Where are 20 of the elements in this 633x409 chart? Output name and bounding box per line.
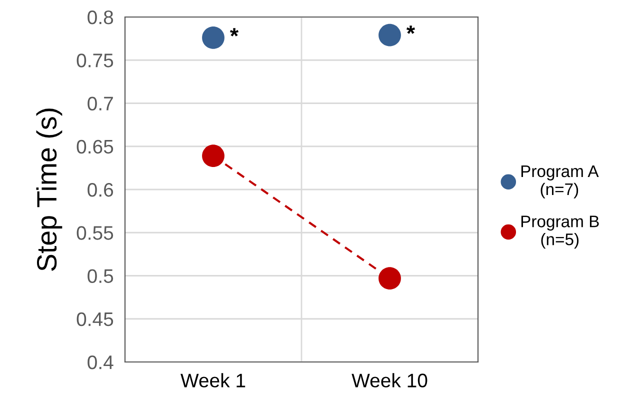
y-tick-label: 0.7 <box>88 96 113 110</box>
point <box>378 267 401 290</box>
y-tick-label: 0.65 <box>76 140 114 154</box>
y-tick-label: 0.4 <box>88 355 114 370</box>
y-tick-label: 0.55 <box>76 226 114 240</box>
legend-label: Program B (n=5) <box>521 216 599 249</box>
x-tick-label: Week 10 <box>352 373 428 388</box>
y-axis-title: Step Time (s) <box>36 108 62 271</box>
point <box>202 26 224 49</box>
y-tick-label: 0.5 <box>88 269 114 283</box>
y-tick-label: 0.45 <box>76 312 114 326</box>
y-tick-label: 0.75 <box>76 54 114 68</box>
y-tick-label: 0.6 <box>88 182 114 197</box>
annotation: * <box>406 26 416 34</box>
legend-label: Program A (n=7) <box>521 166 599 198</box>
point <box>202 144 224 168</box>
y-tick-label: 0.8 <box>88 10 114 24</box>
annotation: * <box>230 28 239 36</box>
point <box>378 24 401 46</box>
x-tick-label: Week 1 <box>180 373 246 388</box>
